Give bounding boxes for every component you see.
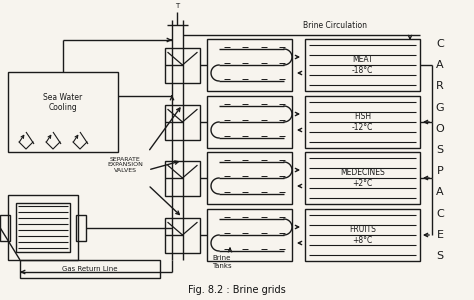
Text: Brine
Tanks: Brine Tanks	[212, 256, 232, 268]
Text: C: C	[436, 39, 444, 49]
Bar	[207, 39, 292, 91]
Text: Brine Circulation: Brine Circulation	[303, 20, 367, 29]
Text: Gas Return Line: Gas Return Line	[62, 266, 118, 272]
Bar	[305, 39, 420, 91]
Bar	[165, 160, 200, 196]
Bar	[165, 47, 200, 82]
Text: S: S	[437, 251, 444, 261]
Bar	[8, 72, 118, 152]
Bar	[0, 214, 10, 241]
Text: C: C	[436, 208, 444, 219]
Text: P: P	[437, 166, 443, 176]
Bar	[207, 96, 292, 148]
Text: E: E	[437, 230, 444, 240]
Bar	[20, 260, 160, 278]
Bar	[207, 152, 292, 204]
Bar	[305, 96, 420, 148]
Bar	[165, 218, 200, 253]
Bar	[165, 104, 200, 140]
Bar	[305, 152, 420, 204]
Text: T: T	[175, 3, 180, 9]
Bar	[76, 214, 86, 241]
Text: G: G	[436, 103, 444, 112]
Text: A: A	[436, 188, 444, 197]
Text: R: R	[436, 81, 444, 92]
Bar	[207, 209, 292, 261]
Text: FISH
-12°C: FISH -12°C	[352, 112, 373, 132]
Text: FRUITS
+8°C: FRUITS +8°C	[349, 225, 376, 245]
Text: A: A	[436, 60, 444, 70]
Bar	[16, 203, 70, 252]
Text: O: O	[436, 124, 444, 134]
Bar	[305, 209, 420, 261]
Text: Fig. 8.2 : Brine grids: Fig. 8.2 : Brine grids	[188, 285, 286, 295]
Text: Sea Water
Cooling: Sea Water Cooling	[44, 93, 82, 112]
Text: SEPARATE
EXPANSION
VALVES: SEPARATE EXPANSION VALVES	[107, 157, 143, 173]
Text: MEDECINES
+2°C: MEDECINES +2°C	[340, 168, 385, 188]
Bar	[8, 195, 78, 260]
Text: S: S	[437, 145, 444, 155]
Text: MEAT
-18°C: MEAT -18°C	[352, 55, 373, 75]
